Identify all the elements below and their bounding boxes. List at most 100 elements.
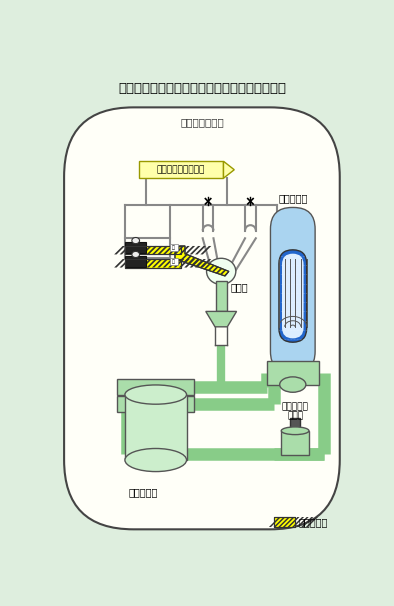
Polygon shape [169, 246, 202, 276]
Polygon shape [130, 246, 141, 255]
FancyBboxPatch shape [267, 361, 319, 385]
Polygon shape [202, 246, 234, 276]
Text: 蒸気発生器: 蒸気発生器 [278, 194, 307, 204]
Polygon shape [287, 517, 299, 527]
Polygon shape [206, 311, 236, 327]
Bar [273, 517, 295, 527]
Polygon shape [147, 246, 157, 255]
Polygon shape [195, 246, 206, 255]
FancyBboxPatch shape [64, 107, 340, 529]
Ellipse shape [125, 448, 186, 471]
Bar [125, 246, 181, 255]
Polygon shape [136, 259, 147, 267]
Polygon shape [251, 246, 283, 276]
Polygon shape [292, 517, 304, 527]
Polygon shape [114, 259, 125, 267]
Polygon shape [267, 246, 299, 276]
Bar [125, 259, 181, 267]
Polygon shape [197, 246, 229, 276]
FancyBboxPatch shape [270, 207, 315, 373]
Polygon shape [152, 259, 163, 267]
Text: 伊方発電所２号機　１次系配管取替工事の概要: 伊方発電所２号機 １次系配管取替工事の概要 [118, 82, 286, 95]
Polygon shape [201, 246, 211, 255]
Polygon shape [184, 246, 195, 255]
FancyBboxPatch shape [281, 431, 309, 456]
Polygon shape [125, 246, 136, 255]
Polygon shape [179, 246, 190, 255]
FancyBboxPatch shape [125, 395, 186, 460]
Polygon shape [157, 246, 168, 255]
Text: 加圧器: 加圧器 [230, 282, 248, 291]
Text: 回: 回 [172, 245, 175, 250]
Ellipse shape [132, 238, 139, 244]
Text: ポンプ: ポンプ [287, 411, 303, 421]
Polygon shape [173, 246, 184, 255]
Ellipse shape [280, 377, 306, 392]
Polygon shape [190, 246, 201, 255]
FancyBboxPatch shape [216, 281, 227, 311]
Polygon shape [119, 259, 130, 267]
Polygon shape [141, 246, 152, 255]
Polygon shape [164, 246, 197, 276]
Polygon shape [130, 259, 141, 267]
Text: 回: 回 [172, 259, 175, 264]
Polygon shape [223, 161, 234, 178]
Text: 原子炉格納容器: 原子炉格納容器 [180, 118, 224, 127]
Polygon shape [180, 246, 213, 276]
Ellipse shape [281, 427, 309, 435]
Polygon shape [157, 259, 168, 267]
Polygon shape [168, 259, 179, 267]
Polygon shape [213, 246, 245, 276]
Bar [169, 258, 178, 265]
Ellipse shape [132, 251, 139, 258]
Polygon shape [269, 517, 281, 527]
Polygon shape [191, 246, 224, 276]
FancyBboxPatch shape [279, 250, 307, 342]
Polygon shape [240, 246, 272, 276]
Polygon shape [163, 246, 173, 255]
Polygon shape [136, 246, 147, 255]
Polygon shape [141, 259, 152, 267]
Bar [139, 161, 223, 178]
Bar [169, 244, 178, 251]
Ellipse shape [206, 258, 236, 284]
Bar [125, 246, 181, 255]
Polygon shape [273, 517, 286, 527]
Polygon shape [245, 246, 277, 276]
Bar [125, 259, 181, 267]
Polygon shape [218, 246, 251, 276]
Polygon shape [229, 246, 261, 276]
Polygon shape [125, 259, 136, 267]
Polygon shape [184, 259, 195, 267]
Polygon shape [201, 259, 211, 267]
Polygon shape [173, 259, 184, 267]
Polygon shape [175, 246, 207, 276]
FancyBboxPatch shape [282, 254, 303, 338]
Polygon shape [195, 259, 206, 267]
Polygon shape [301, 517, 313, 527]
Polygon shape [306, 517, 318, 527]
Polygon shape [152, 246, 163, 255]
Text: １次冷却材: １次冷却材 [282, 402, 309, 411]
Polygon shape [256, 246, 288, 276]
FancyBboxPatch shape [117, 379, 194, 395]
Polygon shape [278, 517, 290, 527]
Polygon shape [163, 259, 173, 267]
Polygon shape [175, 246, 229, 276]
Polygon shape [283, 517, 295, 527]
Polygon shape [190, 259, 201, 267]
FancyBboxPatch shape [117, 396, 194, 411]
Polygon shape [147, 259, 157, 267]
Polygon shape [223, 246, 256, 276]
Polygon shape [168, 246, 179, 255]
Polygon shape [207, 246, 240, 276]
Polygon shape [261, 246, 294, 276]
Polygon shape [186, 246, 218, 276]
Polygon shape [234, 246, 267, 276]
Polygon shape [114, 246, 125, 255]
Text: ：取替範囲: ：取替範囲 [298, 517, 327, 527]
Polygon shape [179, 259, 190, 267]
Text: 原子炉容器: 原子炉容器 [129, 487, 158, 497]
Polygon shape [297, 517, 309, 527]
Bar [125, 256, 147, 267]
